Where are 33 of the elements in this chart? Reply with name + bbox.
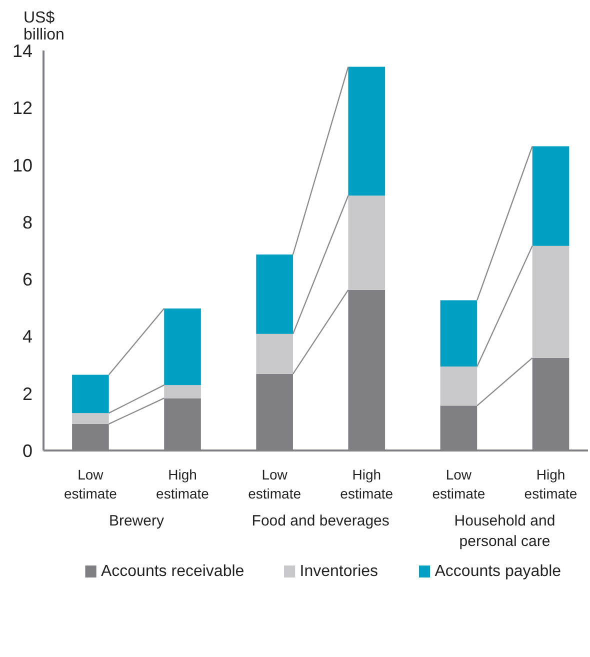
text: Brewery bbox=[108, 512, 164, 530]
bar bbox=[532, 246, 570, 358]
bar bbox=[348, 66, 386, 196]
x-tick-label: Low estimate bbox=[64, 466, 118, 502]
y-axis-title: US$ billion bbox=[24, 10, 64, 44]
bar bbox=[532, 146, 570, 246]
bar bbox=[256, 254, 293, 334]
y-tick-label: 4 bbox=[22, 326, 33, 347]
y-tick-label: 14 bbox=[12, 41, 33, 61]
legend-label: Accounts payable bbox=[434, 563, 562, 580]
bar bbox=[440, 366, 478, 406]
legend-label: Accounts receivable bbox=[100, 563, 244, 580]
text: Food and beverages bbox=[252, 512, 390, 530]
bar bbox=[72, 413, 109, 424]
bar bbox=[72, 374, 109, 414]
x-tick-label: Low estimate bbox=[248, 466, 302, 502]
bar bbox=[348, 196, 386, 290]
y-tick-label: 10 bbox=[12, 155, 33, 176]
bar bbox=[256, 334, 293, 374]
x-tick-label: High estimate bbox=[156, 466, 210, 502]
x-tick-label: High estimate bbox=[524, 466, 578, 502]
y-tick-label: 2 bbox=[22, 384, 33, 404]
y-tick-label: 0 bbox=[22, 441, 33, 461]
x-tick-label: Low estimate bbox=[432, 466, 486, 502]
y-tick-label: 12 bbox=[12, 98, 33, 118]
bar bbox=[440, 300, 478, 366]
y-tick-label: 8 bbox=[22, 212, 33, 232]
x-tick-label: High estimate bbox=[340, 466, 394, 502]
bar bbox=[164, 308, 201, 386]
y-tick-label: 6 bbox=[22, 270, 33, 290]
bar bbox=[164, 385, 201, 398]
legend-label: Inventories bbox=[300, 563, 378, 580]
text: Household and personal care bbox=[454, 512, 556, 550]
